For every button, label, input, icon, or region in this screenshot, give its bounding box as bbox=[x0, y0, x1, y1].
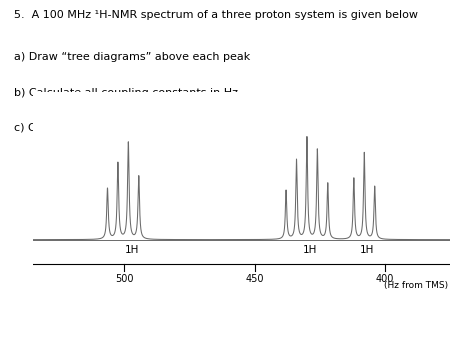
Text: b) Calculate all coupling constants in Hz: b) Calculate all coupling constants in H… bbox=[14, 88, 238, 98]
Text: 450: 450 bbox=[246, 274, 264, 284]
Text: 1H: 1H bbox=[360, 245, 374, 255]
Text: c) Calculate all chemical shifts in ppm: c) Calculate all chemical shifts in ppm bbox=[14, 123, 226, 133]
Text: (Hz from TMS): (Hz from TMS) bbox=[383, 281, 448, 290]
Text: 5.  A 100 MHz ¹H-NMR spectrum of a three proton system is given below: 5. A 100 MHz ¹H-NMR spectrum of a three … bbox=[14, 10, 418, 20]
Text: 1H: 1H bbox=[125, 245, 139, 255]
Text: 500: 500 bbox=[115, 274, 134, 284]
Text: a) Draw “tree diagrams” above each peak: a) Draw “tree diagrams” above each peak bbox=[14, 52, 250, 62]
Text: 1H: 1H bbox=[302, 245, 317, 255]
Text: 400: 400 bbox=[376, 274, 394, 284]
